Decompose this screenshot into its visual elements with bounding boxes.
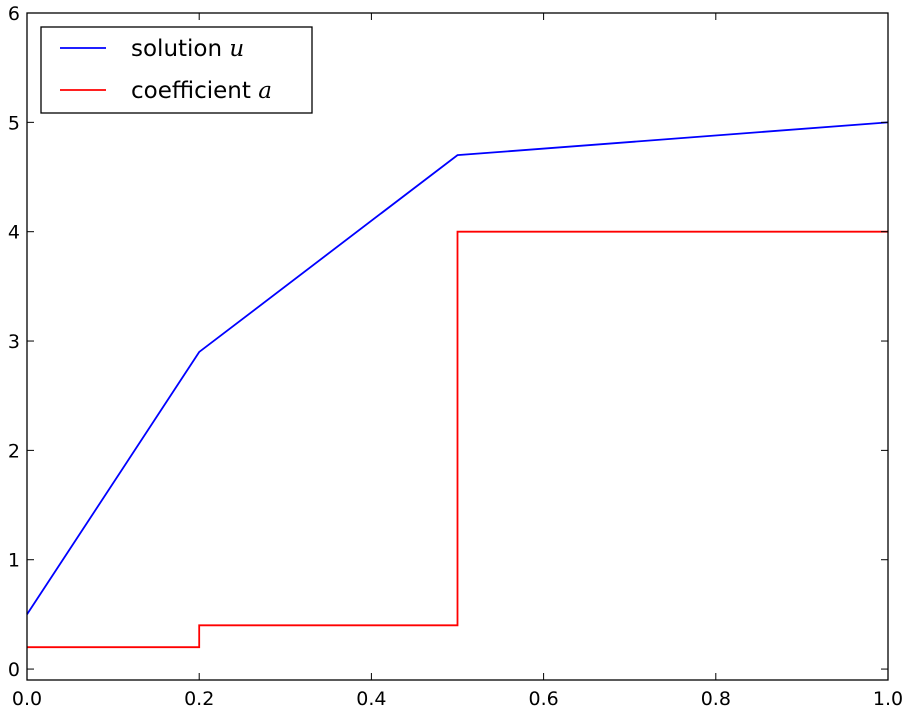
y-tick-label: 1 <box>8 550 20 572</box>
legend-label-text: solution <box>131 36 229 62</box>
legend: solution u coefficient a <box>40 26 313 114</box>
x-tick-label: 0.4 <box>356 688 386 710</box>
legend-label-math: a <box>258 78 272 104</box>
x-tick-label: 0.0 <box>12 688 42 710</box>
series-layer <box>26 121 889 649</box>
ticks-layer: 0.0 0.2 0.4 0.6 0.8 1.0 0 1 2 3 4 5 6 <box>8 3 903 710</box>
legend-label-math: u <box>229 36 244 62</box>
y-tick-label: 3 <box>8 331 20 353</box>
series-line-1 <box>27 230 888 649</box>
y-tick-label: 2 <box>8 440 20 462</box>
y-tick-label: 0 <box>8 659 20 681</box>
legend-box <box>40 26 313 114</box>
plot-frame <box>26 12 889 681</box>
y-tick-label: 5 <box>8 112 20 134</box>
series-line-0 <box>26 121 889 615</box>
x-tick-label: 1.0 <box>873 688 903 710</box>
legend-label-text: coefficient <box>131 78 258 104</box>
x-tick-label: 0.6 <box>528 688 558 710</box>
y-tick-label: 4 <box>8 222 20 244</box>
x-tick-label: 0.2 <box>184 688 214 710</box>
y-tick-label: 6 <box>8 3 20 25</box>
x-tick-label: 0.8 <box>701 688 731 710</box>
legend-label-0: solution u <box>131 36 244 62</box>
legend-label-1: coefficient a <box>131 78 272 104</box>
